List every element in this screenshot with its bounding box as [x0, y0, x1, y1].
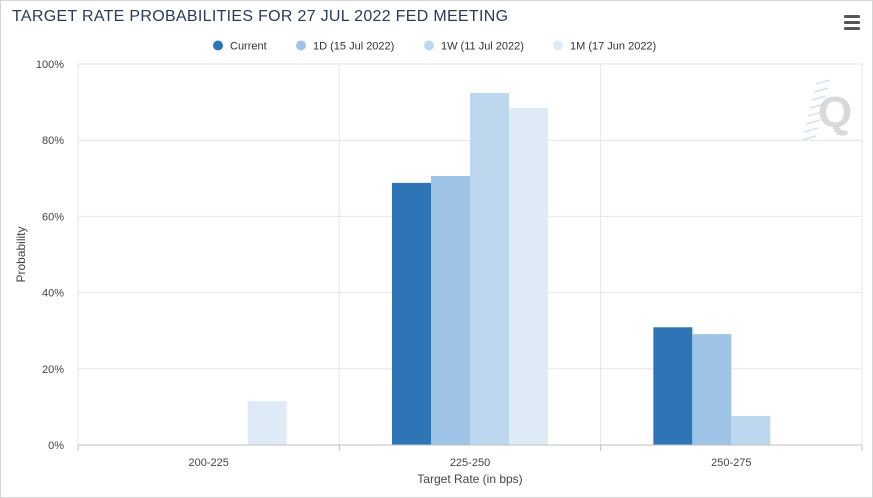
x-axis-title: Target Rate (in bps)	[417, 472, 522, 486]
watermark-stroke	[811, 95, 827, 101]
legend-item-label[interactable]: 1D (15 Jul 2022)	[313, 41, 394, 53]
y-tick-label: 20%	[42, 364, 64, 376]
x-tick-label: 250-275	[711, 457, 751, 469]
legend-marker[interactable]	[553, 40, 563, 51]
bar-1d-250-275[interactable]	[692, 334, 732, 445]
legend-item-label[interactable]: Current	[230, 41, 267, 53]
y-tick-label: 100%	[36, 59, 64, 71]
legend-marker[interactable]	[296, 40, 306, 51]
x-tick-label: 225-250	[450, 457, 490, 469]
axes: 0% 20% 40% 60% 80% 100% 200-225 225-250 250-275 T…	[14, 59, 863, 486]
watermark-stroke	[803, 127, 819, 133]
watermark-stroke	[805, 119, 821, 125]
bar-1m-200-225[interactable]	[247, 401, 287, 445]
bar-1w-250-275[interactable]	[731, 416, 771, 445]
bar-1m-225-250[interactable]	[509, 107, 548, 445]
y-tick-label: 0%	[48, 440, 64, 452]
bar-1w-225-250[interactable]	[470, 92, 509, 446]
watermark-stroke	[807, 111, 823, 117]
watermark-stroke	[815, 79, 831, 85]
y-tick-label: 80%	[42, 135, 64, 147]
watermark-stroke	[809, 103, 825, 109]
watermark-letter: Q	[818, 88, 852, 137]
y-axis-title: Probability	[14, 226, 28, 282]
x-tick-label: 200-225	[188, 457, 228, 469]
bar-1d-225-250[interactable]	[431, 176, 470, 445]
watermark-stroke	[813, 87, 829, 93]
bars	[247, 92, 771, 446]
watermark-stroke	[801, 135, 817, 141]
hamburger-menu-icon[interactable]	[843, 14, 861, 30]
legend-marker[interactable]	[424, 40, 434, 51]
legend-item-label[interactable]: 1M (17 Jun 2022)	[570, 41, 656, 53]
legend-item-label[interactable]: 1W (11 Jul 2022)	[441, 41, 524, 53]
chart-title: TARGET RATE PROBABILITIES FOR 27 JUL 202…	[12, 8, 509, 25]
bar-current-225-250[interactable]	[392, 182, 431, 445]
y-tick-label: 60%	[42, 211, 64, 223]
bar-current-250-275[interactable]	[653, 327, 693, 445]
quikstrike-logo-icon: Q	[801, 79, 852, 141]
y-tick-label: 40%	[42, 288, 64, 300]
legend-marker[interactable]	[213, 40, 223, 51]
legend: Current 1D (15 Jul 2022) 1W (11 Jul 2022) 1…	[213, 40, 656, 53]
